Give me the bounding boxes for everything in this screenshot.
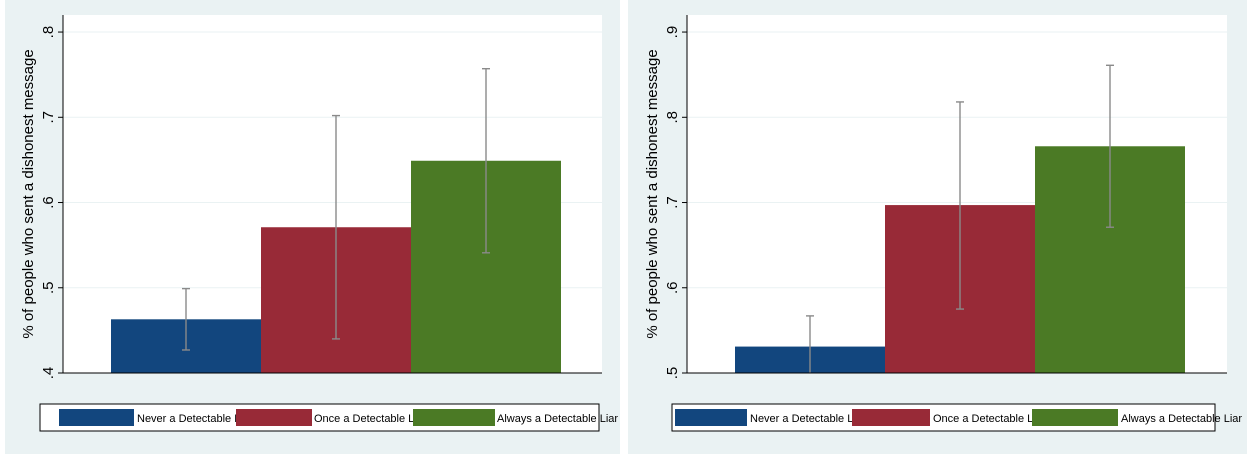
legend-label-1: Never a Detectable Liar xyxy=(750,413,866,425)
y-tick-label: .6 xyxy=(40,196,57,209)
legend-label-3: Always a Detectable Liar xyxy=(1121,413,1242,425)
legend-swatch-3 xyxy=(413,409,495,426)
legend-label-1: Never a Detectable Liar xyxy=(137,413,253,425)
y-tick-label: .7 xyxy=(40,111,57,124)
y-tick-label: .7 xyxy=(664,196,681,209)
y-tick-label: .8 xyxy=(40,26,57,39)
legend-label-2: Once a Detectable Liar xyxy=(933,413,1046,425)
y-tick-label: .6 xyxy=(664,282,681,295)
legend-swatch-1 xyxy=(675,409,747,426)
y-tick-label: .8 xyxy=(664,111,681,124)
y-tick-label: .9 xyxy=(664,26,681,39)
chart-panel-right: .5 .6 .7 .8 .9% of people who sent a dishone… xyxy=(628,0,1247,454)
legend-swatch-2 xyxy=(852,409,930,426)
legend-swatch-3 xyxy=(1032,409,1118,426)
chart-panel-left: .4 .5 .6 .7 .8% of people who sent a dishone… xyxy=(5,0,620,454)
bar-chart-right: .5 .6 .7 .8 .9% of people who sent a dishone… xyxy=(644,15,1242,432)
legend-swatch-1 xyxy=(59,409,134,426)
bar-chart-left: .4 .5 .6 .7 .8% of people who sent a dishone… xyxy=(20,15,618,432)
legend-swatch-2 xyxy=(236,409,312,426)
y-axis-label: % of people who sent a dishonest message xyxy=(644,49,661,338)
legend-label-2: Once a Detectable Liar xyxy=(314,413,427,425)
legend xyxy=(671,403,1216,432)
y-axis-label: % of people who sent a dishonest message xyxy=(20,49,37,338)
y-tick-label: .4 xyxy=(40,367,57,380)
y-tick-label: .5 xyxy=(664,367,681,380)
y-tick-label: .5 xyxy=(40,282,57,295)
legend-label-3: Always a Detectable Liar xyxy=(497,413,618,425)
